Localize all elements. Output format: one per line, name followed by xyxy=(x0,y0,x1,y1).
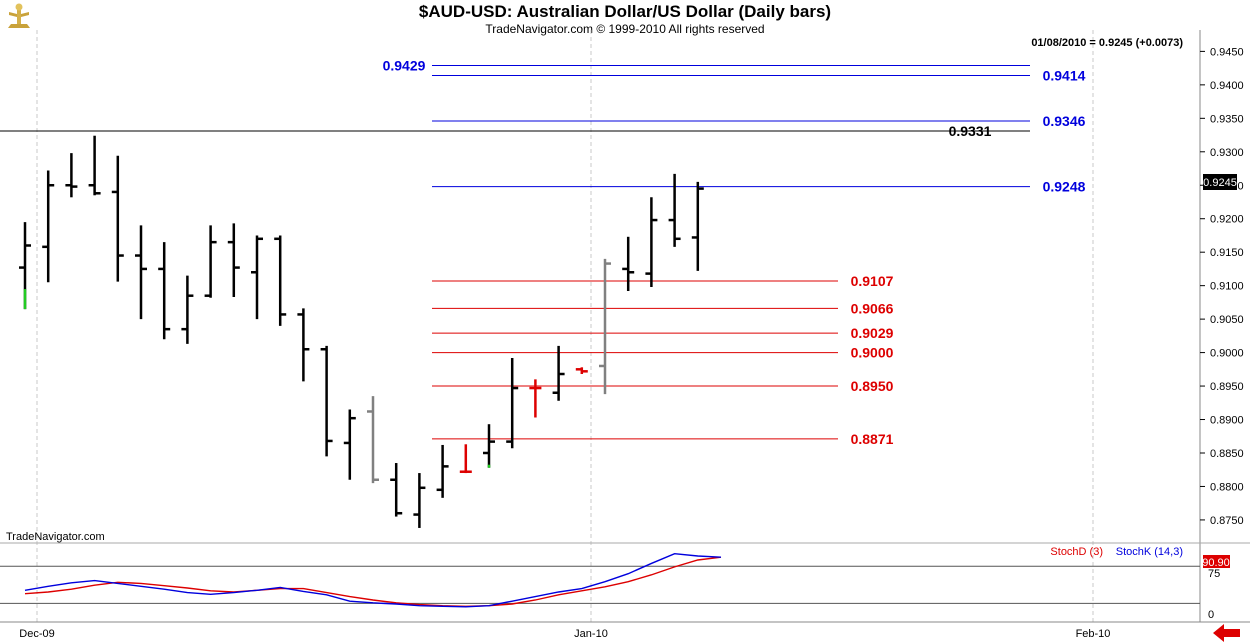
level-label: 0.9029 xyxy=(851,325,894,341)
level-label: 0.9107 xyxy=(851,273,894,289)
y-tick-label: 0.9100 xyxy=(1210,281,1244,293)
y-tick-label: 0.8900 xyxy=(1210,415,1244,427)
y-tick-label: 0.8850 xyxy=(1210,448,1244,460)
y-tick-label: 0.9350 xyxy=(1210,113,1244,125)
y-tick-label: 0.8800 xyxy=(1210,481,1244,493)
y-tick-label: 0.9150 xyxy=(1210,247,1244,259)
stochastic-panel xyxy=(0,553,1200,608)
y-tick-label: 0.9400 xyxy=(1210,80,1244,92)
scroll-left-arrow-icon[interactable] xyxy=(1213,624,1240,642)
support-resistance-levels: 0.9429 0.9414 0.9346 0.9331 0.9248 0.9107 0.90… xyxy=(0,57,1086,447)
stochk-legend: StochK (14,3) xyxy=(1116,546,1183,558)
chart-subtitle: TradeNavigator.com © 1999-2010 All right… xyxy=(485,22,765,36)
level-label: 0.9248 xyxy=(1043,179,1086,195)
y-tick-label: 0.9200 xyxy=(1210,214,1244,226)
trade-navigator-logo-icon[interactable] xyxy=(2,2,36,34)
stoch-value-tag: 90.90 xyxy=(1202,557,1230,569)
stoch-tick-75: 75 xyxy=(1208,568,1220,580)
last-price-tag: 0.9245 xyxy=(1203,177,1237,189)
date-axis: Dec-09 Jan-10 Feb-10 xyxy=(19,628,1110,640)
chart-title: $AUD-USD: Australian Dollar/US Dollar (D… xyxy=(418,2,832,21)
level-label: 0.9331 xyxy=(949,123,992,139)
y-tick-label: 0.9300 xyxy=(1210,147,1244,159)
x-tick-label: Feb-10 xyxy=(1076,628,1111,640)
x-tick-label: Dec-09 xyxy=(19,628,54,640)
level-label: 0.8871 xyxy=(851,431,894,447)
y-tick-label: 0.8750 xyxy=(1210,515,1244,527)
y-tick-label: 0.9000 xyxy=(1210,348,1244,360)
stochd-line xyxy=(24,556,722,607)
level-label: 0.9346 xyxy=(1043,113,1086,129)
grid-lines xyxy=(36,30,1094,622)
watermark: TradeNavigator.com xyxy=(6,531,105,543)
level-label: 0.9066 xyxy=(851,300,894,316)
last-price-tag-bg xyxy=(1203,174,1237,190)
level-label: 0.9414 xyxy=(1043,67,1086,83)
stoch-value-tag-bg xyxy=(1203,555,1230,568)
x-tick-label: Jan-10 xyxy=(574,628,608,640)
stoch-tick-0: 0 xyxy=(1208,609,1214,621)
y-tick-label: 0.9050 xyxy=(1210,314,1244,326)
stochk-line xyxy=(24,553,722,608)
level-label: 0.9000 xyxy=(851,345,894,361)
y-tick-label: 0.8950 xyxy=(1210,381,1244,393)
price-bars xyxy=(19,135,704,528)
price-axis: 0.94500.94000.93500.93000.92500.92000.91… xyxy=(0,30,1250,623)
quote-readout: 01/08/2010 = 0.9245 (+0.0073) xyxy=(1031,37,1183,49)
y-tick-label: 0.9450 xyxy=(1210,46,1244,58)
level-label: 0.8950 xyxy=(851,378,894,394)
stochd-legend: StochD (3) xyxy=(1050,546,1103,558)
level-label: 0.9429 xyxy=(383,57,426,73)
